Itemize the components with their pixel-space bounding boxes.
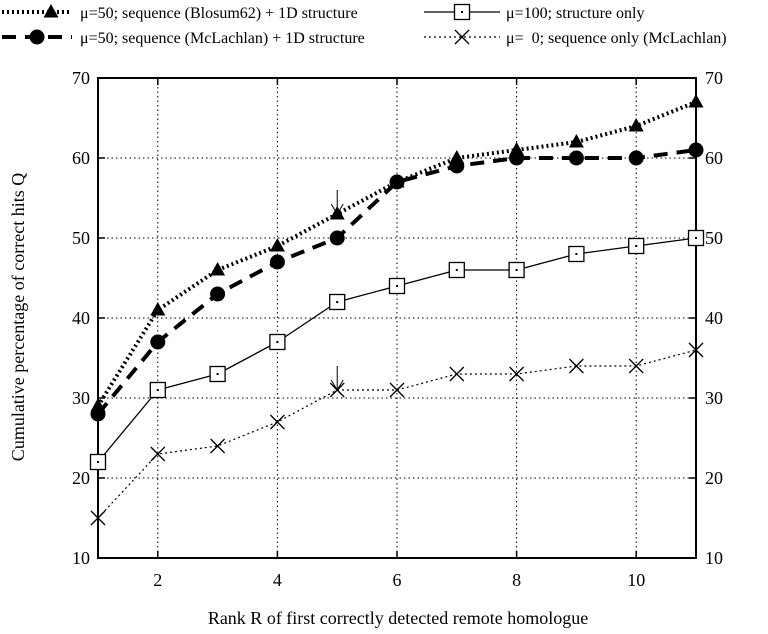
data-point xyxy=(90,510,106,526)
data-point xyxy=(448,261,465,279)
series-line-4 xyxy=(97,349,697,519)
data-point xyxy=(150,446,166,462)
y-tick-label-right: 10 xyxy=(705,548,723,568)
x-tick-label: 10 xyxy=(627,570,645,590)
data-point xyxy=(269,254,285,270)
data-point xyxy=(389,382,405,398)
data-point xyxy=(628,118,644,132)
data-point xyxy=(568,150,584,166)
legend-item-1: μ=50; sequence (Blosum62) + 1D structure xyxy=(2,4,358,22)
y-tick-label-right: 60 xyxy=(705,148,723,168)
y-tick-label-left: 40 xyxy=(72,308,90,328)
y-tick-label-right: 70 xyxy=(705,68,723,88)
data-point xyxy=(568,134,584,148)
plot-area: 2 4 6 8 10 10 10 20 20 30 30 40 40 50 50 60 60 70 70 xyxy=(72,68,723,590)
data-point xyxy=(388,277,406,295)
data-point xyxy=(449,158,465,174)
data-point xyxy=(628,237,645,255)
data-point xyxy=(628,358,644,374)
legend: μ=50; sequence (Blosum62) + 1D structure… xyxy=(2,3,727,47)
data-point xyxy=(210,438,226,454)
data-point xyxy=(509,366,525,382)
y-tick-label-left: 10 xyxy=(72,548,90,568)
legend-item-4: μ= 0; sequence only (McLachlan) xyxy=(424,29,727,47)
y-tick-label-right: 50 xyxy=(705,228,723,248)
data-point xyxy=(269,414,285,430)
data-point xyxy=(509,150,525,166)
legend-label: μ=50; sequence (Blosum62) + 1D structure xyxy=(80,5,358,22)
x-tick-label: 4 xyxy=(273,570,282,590)
data-point xyxy=(568,358,584,374)
legend-marker xyxy=(453,3,471,21)
data-point xyxy=(449,366,465,382)
y-tick-label-left: 50 xyxy=(72,228,90,248)
y-tick-label-left: 30 xyxy=(72,388,90,408)
data-point xyxy=(508,261,525,279)
data-point xyxy=(628,150,644,166)
y-tick-label-right: 40 xyxy=(705,308,723,328)
data-point xyxy=(269,238,285,252)
annotation-arrow-down xyxy=(330,190,344,215)
x-axis-label: Rank R of first correctly detected remot… xyxy=(208,608,588,628)
series-markers-3 xyxy=(89,229,705,471)
data-point xyxy=(687,229,705,247)
y-axis-label: Cumulative percentage of correct hits Q xyxy=(8,173,28,461)
data-point xyxy=(329,230,345,246)
data-point xyxy=(688,94,704,108)
data-point xyxy=(90,406,106,422)
y-tick-label-left: 60 xyxy=(72,148,90,168)
data-point xyxy=(389,174,405,190)
y-tick-label-left: 20 xyxy=(72,468,90,488)
x-tick-label: 2 xyxy=(153,570,162,590)
data-point xyxy=(150,302,166,316)
series-markers-4 xyxy=(90,342,704,526)
data-point xyxy=(688,142,704,158)
series-line-2 xyxy=(96,148,697,416)
y-tick-label-left: 70 xyxy=(72,68,90,88)
legend-marker xyxy=(43,4,59,18)
data-point xyxy=(89,453,107,471)
x-tick-label: 8 xyxy=(512,570,521,590)
data-point xyxy=(210,286,226,302)
data-point xyxy=(329,293,346,311)
legend-marker xyxy=(454,29,470,45)
legend-item-2: μ=50; sequence (McLachlan) + 1D structur… xyxy=(2,29,365,47)
legend-label: μ=50; sequence (McLachlan) + 1D structur… xyxy=(80,30,365,47)
data-point xyxy=(568,245,585,263)
x-tick-label: 6 xyxy=(393,570,402,590)
y-tick-label-right: 20 xyxy=(705,468,723,488)
data-point xyxy=(688,342,704,358)
data-point xyxy=(150,334,166,350)
data-point xyxy=(269,333,286,351)
y-tick-label-right: 30 xyxy=(705,388,723,408)
data-point xyxy=(210,262,226,276)
legend-item-3: μ=100; structure only xyxy=(424,3,644,22)
legend-marker xyxy=(29,29,45,45)
data-point xyxy=(209,365,226,383)
legend-label: μ= 0; sequence only (McLachlan) xyxy=(506,30,727,47)
annotation-arrow-down xyxy=(330,366,344,391)
series-markers-2 xyxy=(90,142,704,422)
legend-label: μ=100; structure only xyxy=(506,5,644,22)
data-point xyxy=(149,381,166,399)
